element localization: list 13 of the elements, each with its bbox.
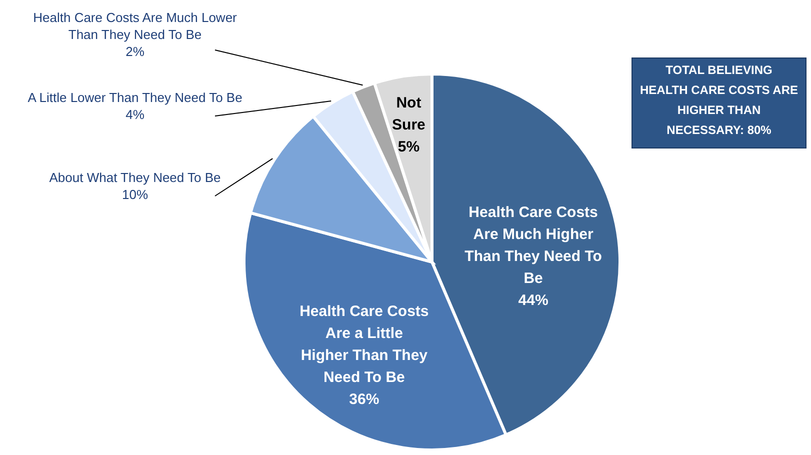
slice-label: Not Sure bbox=[392, 94, 426, 134]
text: TOTAL BELIEVING HEALTH CARE COSTS ARE HIGHER THAN NECESSARY: 80% bbox=[640, 63, 798, 137]
data-label: 4% bbox=[126, 107, 145, 122]
data-label: 10% bbox=[122, 187, 148, 202]
data-label: 5% bbox=[398, 138, 420, 156]
slice-label: About What They Need To Be bbox=[49, 170, 221, 185]
slice-label: Health Care Costs Are a Little Higher Than They Need To Be bbox=[300, 303, 429, 386]
slice-label: Health Care Costs Are Much Lower Than They Need To Be bbox=[33, 10, 238, 42]
slice-label: Health Care Costs Are Much Higher Than They Need To Be bbox=[464, 204, 602, 288]
data-label: 2% bbox=[126, 44, 145, 59]
data-label: 44% bbox=[518, 292, 548, 310]
data-label: 36% bbox=[349, 391, 380, 408]
slice-label: A Little Lower Than They Need To Be bbox=[28, 90, 242, 105]
